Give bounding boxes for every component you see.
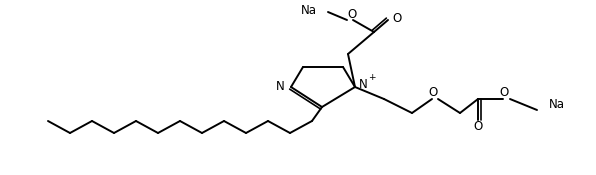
Text: O: O <box>392 12 401 24</box>
Text: O: O <box>499 86 508 99</box>
Text: N: N <box>359 78 368 90</box>
Text: Na: Na <box>549 97 565 110</box>
Text: Na: Na <box>301 4 317 16</box>
Text: O: O <box>347 9 356 22</box>
Text: O: O <box>473 121 483 134</box>
Text: +: + <box>368 72 375 82</box>
Text: O: O <box>429 86 437 99</box>
Text: N: N <box>277 79 285 93</box>
